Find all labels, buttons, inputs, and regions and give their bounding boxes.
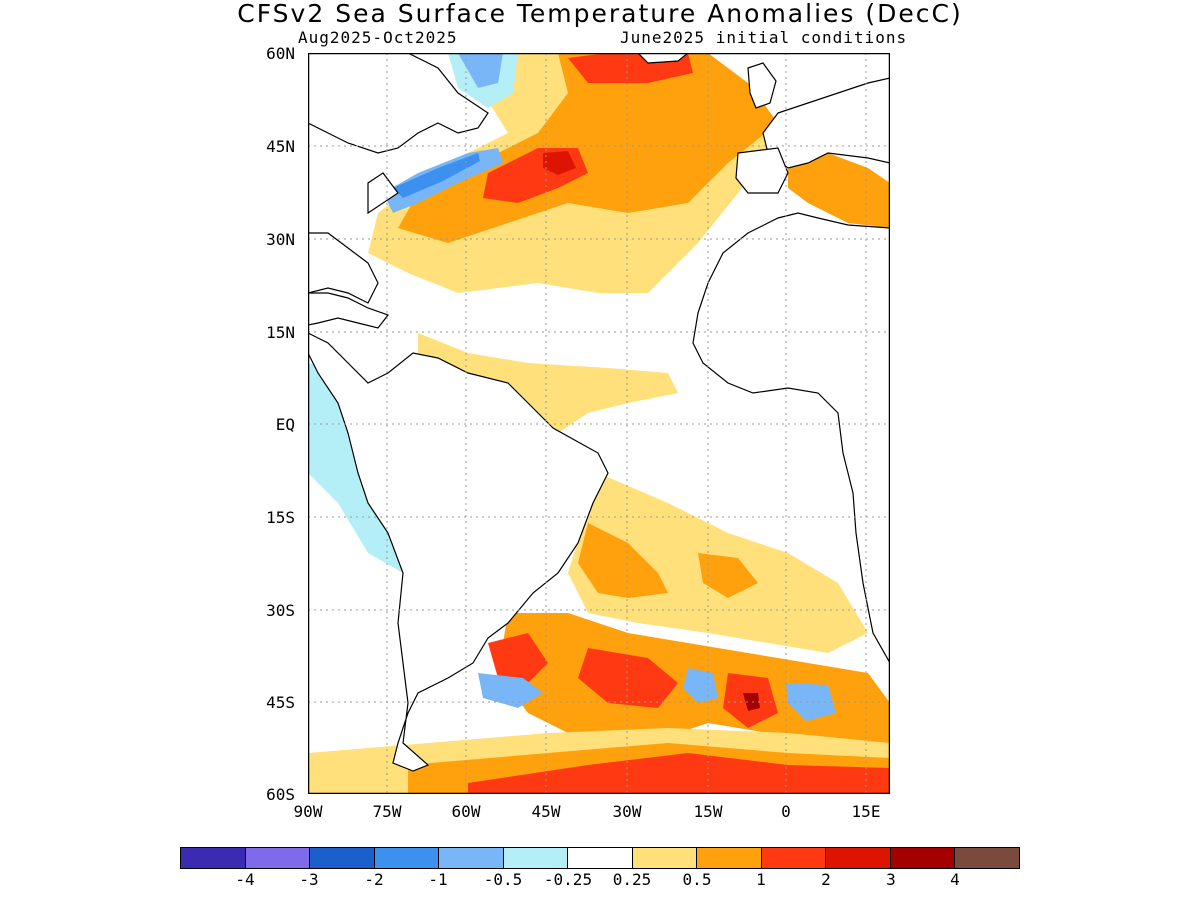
lat-label-30s: 30S (266, 601, 295, 620)
colorbar-swatch-5 (439, 848, 504, 868)
colorbar-label: 4 (950, 870, 960, 889)
colorbar-label: -3 (299, 870, 319, 889)
lon-label-30w: 30W (612, 802, 642, 821)
lat-label-15s: 15S (266, 508, 295, 527)
lon-label-60w: 60W (451, 802, 481, 821)
colorbar-swatch-9 (697, 848, 762, 868)
colorbar-label: -4 (235, 870, 255, 889)
anomaly-gulf-stream-hottest (543, 151, 576, 175)
lat-label-eq: EQ (275, 415, 295, 434)
anomaly-s-eddy-hot-1 (488, 633, 548, 683)
lat-label-60s: 60S (266, 785, 295, 804)
colorbar-swatch-7 (568, 848, 633, 868)
colorbar-label: -2 (364, 870, 384, 889)
anomaly-mediterranean-warm (788, 153, 890, 228)
initial-conditions: June2025 initial conditions (620, 28, 908, 47)
anomaly-s-eddy-hottest (743, 693, 760, 711)
colorbar-label: -0.25 (543, 870, 593, 889)
anomaly-tropical-light-warm (418, 333, 678, 433)
lon-label-15e: 15E (851, 802, 881, 821)
colorbar-swatch-6 (503, 848, 569, 868)
lat-label-45n: 45N (266, 137, 295, 156)
anomaly-southern-ocean-hot (468, 753, 890, 794)
anomaly-s-eddy-cold-3 (786, 683, 836, 721)
lat-label-15n: 15N (266, 323, 295, 342)
colorbar-swatch-4 (374, 848, 440, 868)
anomaly-s-eddy-hot-2 (578, 648, 678, 708)
map-title: CFSv2 Sea Surface Temperature Anomalies … (237, 0, 963, 28)
forecast-period: Aug2025-Oct2025 (298, 28, 458, 47)
greenland-land (637, 53, 689, 64)
colorbar-label: -1 (428, 870, 448, 889)
lon-label-0: 0 (781, 802, 791, 821)
colorbar-swatch-8 (632, 848, 698, 868)
colorbar-label: 3 (886, 870, 896, 889)
colorbar-swatch-3 (310, 848, 375, 868)
colorbar-label: 2 (821, 870, 831, 889)
map-border (308, 53, 890, 794)
graticule (308, 53, 890, 794)
colorbar-label: 0.5 (682, 870, 712, 889)
anomaly-labrador-cold (458, 53, 503, 88)
colorbar-swatch-1 (181, 848, 246, 868)
lon-label-45w: 45W (531, 802, 561, 821)
british-isles-land (747, 62, 777, 109)
sst-anomaly-map (308, 53, 890, 794)
anomaly-s-eddy-cold-1 (478, 673, 543, 708)
colorbar-swatch-12 (890, 848, 956, 868)
colorbar (180, 847, 1020, 869)
lon-label-75w: 75W (372, 802, 402, 821)
lat-label-45s: 45S (266, 693, 295, 712)
lon-label-15w: 15W (693, 802, 723, 821)
iberia-land (735, 147, 789, 194)
lat-label-60n: 60N (266, 44, 295, 63)
anomaly-s-atlantic-warm-2 (698, 553, 758, 598)
colorbar-label: 0.25 (612, 870, 652, 889)
anomaly-nw-atlantic-colder (393, 153, 480, 198)
colorbar-swatch-13 (955, 848, 1019, 868)
colorbar-label: 1 (756, 870, 766, 889)
anomaly-s-atlantic-warm (578, 523, 668, 598)
colorbar-label: -0.5 (483, 870, 523, 889)
anomaly-s-eddy-cold-2 (683, 668, 718, 703)
colorbar-swatch-11 (826, 848, 891, 868)
colorbar-swatch-2 (245, 848, 311, 868)
central-america-land (308, 292, 389, 329)
colorbar-swatch-10 (761, 848, 827, 868)
lon-label-90w: 90W (293, 802, 323, 821)
south-america-land (308, 332, 609, 772)
africa-land (692, 212, 890, 665)
lat-label-30n: 30N (266, 230, 295, 249)
land-masses (308, 53, 890, 772)
